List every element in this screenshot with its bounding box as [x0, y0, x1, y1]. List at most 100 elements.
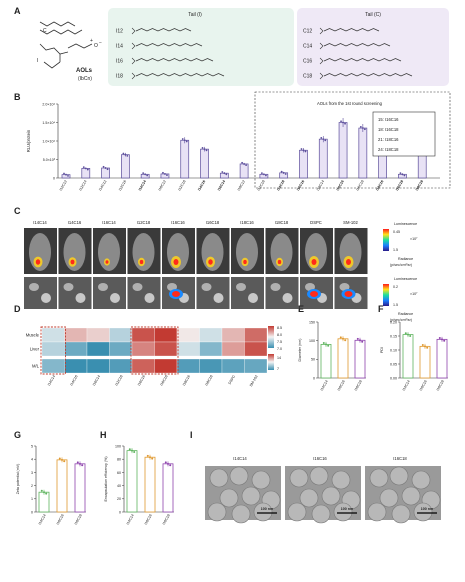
y-tick-label: 0.00	[390, 376, 397, 380]
heatmap-column-label: I18C18	[204, 375, 213, 387]
data-point	[146, 454, 149, 457]
y-tick-label: 0.10	[390, 348, 397, 352]
y-tick-label: 100	[309, 339, 315, 343]
bar	[337, 338, 349, 379]
bar	[354, 339, 366, 379]
data-point	[361, 127, 364, 129]
scale-top-min: 1.5	[393, 248, 398, 252]
bar	[162, 463, 174, 513]
category-label: I14C18	[276, 180, 285, 192]
mouse-body	[236, 233, 258, 271]
heatmap: Muscle Liver M/L I14C14 I14C16 I16C14 I12C18 I1…	[26, 326, 268, 387]
nanoparticle	[287, 502, 307, 522]
organ-luminescence-core	[172, 291, 180, 297]
nanoparticle	[391, 504, 411, 524]
category-label: I14C14	[138, 180, 147, 192]
scale-bottom-radiance-unit: (p/sec/cm²/sr)	[390, 318, 412, 322]
imaging-group-label: SM-102	[343, 220, 358, 225]
imaging-group-label: I18C16	[240, 220, 254, 225]
heatmap-cell	[41, 327, 65, 343]
organ-image	[196, 277, 230, 309]
imaging-group-label: I12C18	[137, 220, 151, 225]
tail-c-label: C12	[303, 29, 312, 35]
data-point	[86, 168, 89, 171]
tail-c-label: C14	[303, 44, 312, 50]
data-point	[359, 339, 361, 342]
aol-structure	[39, 21, 93, 69]
y-tick-label: 0.20	[390, 320, 397, 324]
mouse-body	[270, 233, 293, 271]
data-point	[201, 147, 204, 149]
imaging-group-label: DSPC	[310, 220, 322, 225]
organ	[41, 293, 51, 303]
heatmap-cell	[64, 341, 88, 357]
heatmap-cell-ml	[64, 358, 88, 374]
y-tick-label: 40	[117, 484, 121, 488]
organ-luminescence-core	[344, 291, 353, 297]
data-point	[102, 165, 105, 168]
bar	[38, 491, 50, 513]
data-point	[124, 153, 127, 156]
data-point	[404, 332, 407, 335]
c-mark: C	[43, 28, 47, 34]
category-label: I16C16	[419, 380, 428, 392]
category-label: I16C18	[162, 514, 171, 526]
tail-c-chain	[323, 28, 380, 32]
tail-i-box	[108, 8, 294, 86]
nanoparticle	[229, 466, 249, 486]
tail-c-title: Tail (C)	[365, 12, 381, 18]
luminescence-core	[311, 259, 317, 265]
organ	[270, 283, 281, 291]
heatmap-cell	[154, 341, 178, 357]
imaging-group-label: I16C16	[171, 220, 185, 225]
data-point	[300, 148, 303, 150]
data-point	[81, 464, 84, 467]
data-point	[304, 150, 307, 153]
heatmap-cell-ml	[176, 358, 200, 374]
legend-item-21: 21: I18C16	[378, 137, 399, 142]
nanoparticle	[251, 470, 271, 490]
heatmap-cell-ml	[109, 358, 133, 374]
data-point	[262, 173, 265, 176]
data-point	[361, 340, 364, 343]
panel-label-e: E	[298, 304, 304, 314]
luminescence-core	[105, 260, 109, 264]
heatmap-cell	[109, 327, 133, 343]
tail-i-label: I14	[116, 44, 123, 50]
tail-i-title: Tail (I)	[188, 12, 202, 18]
category-label: I12C16	[118, 180, 127, 192]
heatmap-cell-ml	[86, 358, 110, 374]
organ	[213, 293, 224, 303]
data-point	[363, 128, 366, 131]
heatmap-scale-ml	[268, 354, 274, 370]
nanoparticle	[207, 502, 227, 522]
organ	[167, 283, 177, 291]
category-label: I16C16	[144, 514, 153, 526]
category-label: I12C14	[78, 180, 87, 192]
nanoparticle	[321, 486, 341, 506]
data-point	[45, 492, 48, 495]
heatmap-column-label: I16C18	[159, 375, 168, 387]
data-point	[441, 338, 443, 341]
organ	[110, 293, 120, 303]
category-label: I18C18	[415, 180, 424, 192]
ibcn-label: (IbCn)	[78, 76, 92, 82]
data-point	[205, 149, 208, 152]
data-point	[104, 167, 107, 169]
y-axis-label: Encapsulation efficiency (%)	[104, 456, 108, 501]
category-label: I14C14	[320, 380, 329, 392]
heat-scale-t3: 7.0	[277, 347, 282, 351]
nanoparticle	[413, 502, 433, 522]
organ	[63, 283, 74, 291]
category-label: I18C16	[375, 180, 384, 192]
data-point	[243, 163, 246, 165]
heatmap-column-label: I14C16	[69, 375, 78, 387]
heatmap-cell	[176, 327, 200, 343]
y-tick-label: 50	[311, 358, 315, 362]
data-point	[324, 139, 327, 142]
y-axis-label: PDI	[380, 347, 384, 353]
tem-group-label: I16C18	[393, 456, 407, 461]
heatmap-cell	[86, 341, 110, 357]
tail-c-wavy-icon	[319, 27, 324, 35]
